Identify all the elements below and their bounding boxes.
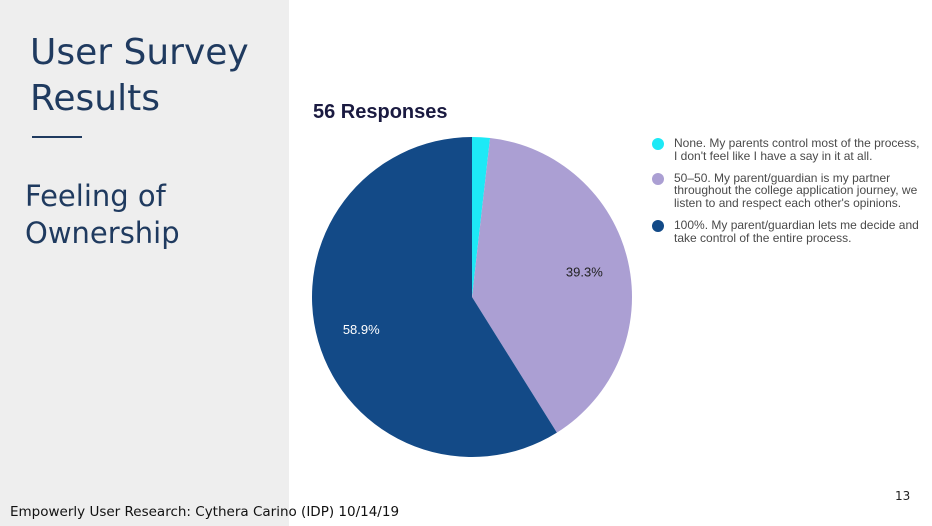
pie-data-label-3: 58.9% — [343, 322, 380, 337]
pie-slice-1 — [472, 137, 491, 297]
pie-data-label-2: 39.3% — [566, 265, 603, 280]
pie-slice-3 — [311, 137, 557, 458]
legend-swatch-1 — [652, 138, 664, 150]
legend-label-1: None. My parents control most of the pro… — [674, 136, 920, 163]
slide-subtitle: Feeling of Ownership — [25, 179, 180, 250]
legend-item-3: 100%. My parent/guardian lets me decide … — [652, 219, 922, 245]
footer-credit: Empowerly User Research: Cythera Carino … — [10, 504, 400, 520]
legend-swatch-3 — [652, 219, 664, 232]
legend-label-2: 50–50. My parent/guardian is my partner … — [674, 170, 918, 211]
pie-chart: 39.3% 58.9% — [311, 137, 632, 458]
legend-label-3: 100%. My parent/guardian lets me decide … — [674, 217, 919, 245]
legend-item-2: 50–50. My parent/guardian is my partner … — [652, 170, 922, 211]
legend-item-1: None. My parents control most of the pro… — [652, 137, 922, 163]
slide-title: User Survey Results — [30, 32, 249, 119]
pie-slice-2 — [472, 138, 632, 433]
page-number: 13 — [895, 489, 911, 503]
title-divider — [32, 136, 82, 138]
chart-legend: None. My parents control most of the pro… — [652, 137, 922, 254]
left-panel — [0, 0, 289, 526]
chart-title: 56 Responses — [313, 101, 448, 123]
legend-swatch-2 — [652, 172, 664, 185]
